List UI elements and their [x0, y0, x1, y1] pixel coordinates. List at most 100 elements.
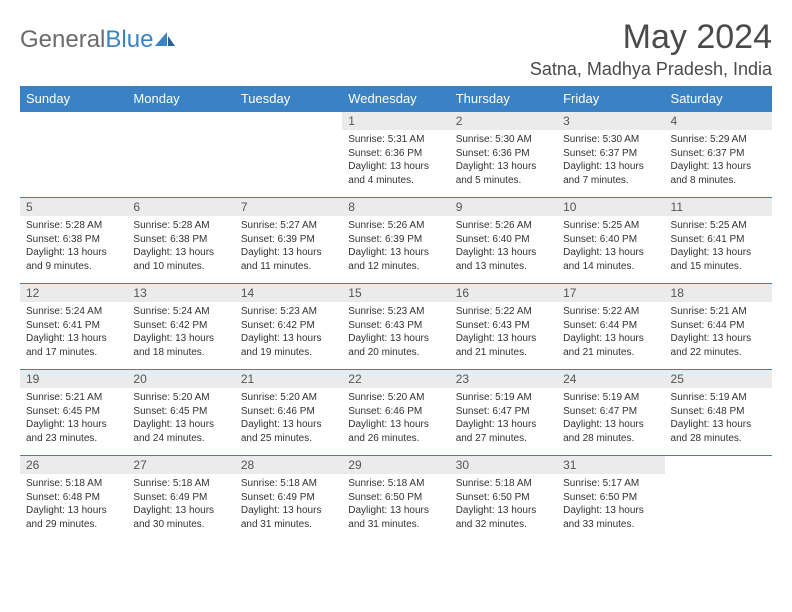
calendar-cell	[235, 112, 342, 198]
day-number: 15	[342, 284, 449, 302]
calendar-cell: 28Sunrise: 5:18 AMSunset: 6:49 PMDayligh…	[235, 456, 342, 542]
day-data: Sunrise: 5:21 AMSunset: 6:45 PMDaylight:…	[20, 388, 127, 448]
day-number: 19	[20, 370, 127, 388]
day-number: 25	[665, 370, 772, 388]
day-data: Sunrise: 5:21 AMSunset: 6:44 PMDaylight:…	[665, 302, 772, 362]
day-number: 26	[20, 456, 127, 474]
day-data: Sunrise: 5:28 AMSunset: 6:38 PMDaylight:…	[127, 216, 234, 276]
calendar-cell: 2Sunrise: 5:30 AMSunset: 6:36 PMDaylight…	[450, 112, 557, 198]
day-number: 9	[450, 198, 557, 216]
day-data: Sunrise: 5:25 AMSunset: 6:41 PMDaylight:…	[665, 216, 772, 276]
day-data: Sunrise: 5:18 AMSunset: 6:50 PMDaylight:…	[342, 474, 449, 534]
calendar-row: 19Sunrise: 5:21 AMSunset: 6:45 PMDayligh…	[20, 370, 772, 456]
day-number: 13	[127, 284, 234, 302]
weekday-header: Friday	[557, 86, 664, 112]
calendar-cell: 19Sunrise: 5:21 AMSunset: 6:45 PMDayligh…	[20, 370, 127, 456]
day-number: 18	[665, 284, 772, 302]
calendar-cell: 29Sunrise: 5:18 AMSunset: 6:50 PMDayligh…	[342, 456, 449, 542]
day-data: Sunrise: 5:24 AMSunset: 6:41 PMDaylight:…	[20, 302, 127, 362]
day-data: Sunrise: 5:26 AMSunset: 6:40 PMDaylight:…	[450, 216, 557, 276]
day-data: Sunrise: 5:19 AMSunset: 6:48 PMDaylight:…	[665, 388, 772, 448]
calendar-table: SundayMondayTuesdayWednesdayThursdayFrid…	[20, 86, 772, 542]
calendar-row: 1Sunrise: 5:31 AMSunset: 6:36 PMDaylight…	[20, 112, 772, 198]
calendar-cell: 11Sunrise: 5:25 AMSunset: 6:41 PMDayligh…	[665, 198, 772, 284]
calendar-cell: 25Sunrise: 5:19 AMSunset: 6:48 PMDayligh…	[665, 370, 772, 456]
calendar-row: 5Sunrise: 5:28 AMSunset: 6:38 PMDaylight…	[20, 198, 772, 284]
day-number: 11	[665, 198, 772, 216]
weekday-row: SundayMondayTuesdayWednesdayThursdayFrid…	[20, 86, 772, 112]
calendar-cell: 18Sunrise: 5:21 AMSunset: 6:44 PMDayligh…	[665, 284, 772, 370]
day-data: Sunrise: 5:18 AMSunset: 6:49 PMDaylight:…	[127, 474, 234, 534]
day-data: Sunrise: 5:28 AMSunset: 6:38 PMDaylight:…	[20, 216, 127, 276]
weekday-header: Sunday	[20, 86, 127, 112]
day-data: Sunrise: 5:31 AMSunset: 6:36 PMDaylight:…	[342, 130, 449, 190]
day-number: 6	[127, 198, 234, 216]
day-number: 23	[450, 370, 557, 388]
day-number-empty	[665, 456, 772, 474]
calendar-row: 26Sunrise: 5:18 AMSunset: 6:48 PMDayligh…	[20, 456, 772, 542]
calendar-cell: 12Sunrise: 5:24 AMSunset: 6:41 PMDayligh…	[20, 284, 127, 370]
calendar-body: 1Sunrise: 5:31 AMSunset: 6:36 PMDaylight…	[20, 112, 772, 542]
calendar-cell: 3Sunrise: 5:30 AMSunset: 6:37 PMDaylight…	[557, 112, 664, 198]
header: GeneralBlue May 2024 Satna, Madhya Prade…	[20, 18, 772, 80]
day-number-empty	[20, 112, 127, 130]
calendar-cell	[127, 112, 234, 198]
brand-name: GeneralBlue	[20, 26, 153, 54]
day-data: Sunrise: 5:29 AMSunset: 6:37 PMDaylight:…	[665, 130, 772, 190]
calendar-cell: 22Sunrise: 5:20 AMSunset: 6:46 PMDayligh…	[342, 370, 449, 456]
sail-icon	[155, 32, 175, 48]
calendar-cell: 5Sunrise: 5:28 AMSunset: 6:38 PMDaylight…	[20, 198, 127, 284]
weekday-header: Wednesday	[342, 86, 449, 112]
calendar-cell: 26Sunrise: 5:18 AMSunset: 6:48 PMDayligh…	[20, 456, 127, 542]
location-subtitle: Satna, Madhya Pradesh, India	[530, 59, 772, 80]
day-data: Sunrise: 5:20 AMSunset: 6:46 PMDaylight:…	[342, 388, 449, 448]
calendar-cell: 15Sunrise: 5:23 AMSunset: 6:43 PMDayligh…	[342, 284, 449, 370]
weekday-header: Saturday	[665, 86, 772, 112]
day-number: 22	[342, 370, 449, 388]
day-number: 31	[557, 456, 664, 474]
calendar-head: SundayMondayTuesdayWednesdayThursdayFrid…	[20, 86, 772, 112]
day-number: 2	[450, 112, 557, 130]
weekday-header: Tuesday	[235, 86, 342, 112]
day-data: Sunrise: 5:27 AMSunset: 6:39 PMDaylight:…	[235, 216, 342, 276]
calendar-cell: 31Sunrise: 5:17 AMSunset: 6:50 PMDayligh…	[557, 456, 664, 542]
day-data: Sunrise: 5:18 AMSunset: 6:49 PMDaylight:…	[235, 474, 342, 534]
calendar-cell: 1Sunrise: 5:31 AMSunset: 6:36 PMDaylight…	[342, 112, 449, 198]
calendar-cell	[20, 112, 127, 198]
calendar-cell: 9Sunrise: 5:26 AMSunset: 6:40 PMDaylight…	[450, 198, 557, 284]
day-number: 8	[342, 198, 449, 216]
day-data: Sunrise: 5:30 AMSunset: 6:36 PMDaylight:…	[450, 130, 557, 190]
calendar-cell: 20Sunrise: 5:20 AMSunset: 6:45 PMDayligh…	[127, 370, 234, 456]
calendar-cell: 24Sunrise: 5:19 AMSunset: 6:47 PMDayligh…	[557, 370, 664, 456]
day-number: 28	[235, 456, 342, 474]
day-data: Sunrise: 5:24 AMSunset: 6:42 PMDaylight:…	[127, 302, 234, 362]
day-data: Sunrise: 5:17 AMSunset: 6:50 PMDaylight:…	[557, 474, 664, 534]
day-data: Sunrise: 5:22 AMSunset: 6:43 PMDaylight:…	[450, 302, 557, 362]
calendar-cell	[665, 456, 772, 542]
day-number: 4	[665, 112, 772, 130]
calendar-cell: 27Sunrise: 5:18 AMSunset: 6:49 PMDayligh…	[127, 456, 234, 542]
day-data: Sunrise: 5:22 AMSunset: 6:44 PMDaylight:…	[557, 302, 664, 362]
day-data: Sunrise: 5:26 AMSunset: 6:39 PMDaylight:…	[342, 216, 449, 276]
day-number: 30	[450, 456, 557, 474]
day-data: Sunrise: 5:18 AMSunset: 6:50 PMDaylight:…	[450, 474, 557, 534]
weekday-header: Monday	[127, 86, 234, 112]
brand-name-b: Blue	[105, 26, 153, 53]
calendar-cell: 30Sunrise: 5:18 AMSunset: 6:50 PMDayligh…	[450, 456, 557, 542]
weekday-header: Thursday	[450, 86, 557, 112]
day-data: Sunrise: 5:23 AMSunset: 6:43 PMDaylight:…	[342, 302, 449, 362]
day-number: 27	[127, 456, 234, 474]
day-data: Sunrise: 5:18 AMSunset: 6:48 PMDaylight:…	[20, 474, 127, 534]
calendar-cell: 4Sunrise: 5:29 AMSunset: 6:37 PMDaylight…	[665, 112, 772, 198]
day-data: Sunrise: 5:23 AMSunset: 6:42 PMDaylight:…	[235, 302, 342, 362]
calendar-cell: 16Sunrise: 5:22 AMSunset: 6:43 PMDayligh…	[450, 284, 557, 370]
day-number: 14	[235, 284, 342, 302]
title-block: May 2024 Satna, Madhya Pradesh, India	[530, 18, 772, 80]
calendar-cell: 6Sunrise: 5:28 AMSunset: 6:38 PMDaylight…	[127, 198, 234, 284]
calendar-cell: 8Sunrise: 5:26 AMSunset: 6:39 PMDaylight…	[342, 198, 449, 284]
day-data: Sunrise: 5:25 AMSunset: 6:40 PMDaylight:…	[557, 216, 664, 276]
day-number: 21	[235, 370, 342, 388]
day-number: 5	[20, 198, 127, 216]
brand-logo: GeneralBlue	[20, 18, 175, 54]
day-number: 3	[557, 112, 664, 130]
